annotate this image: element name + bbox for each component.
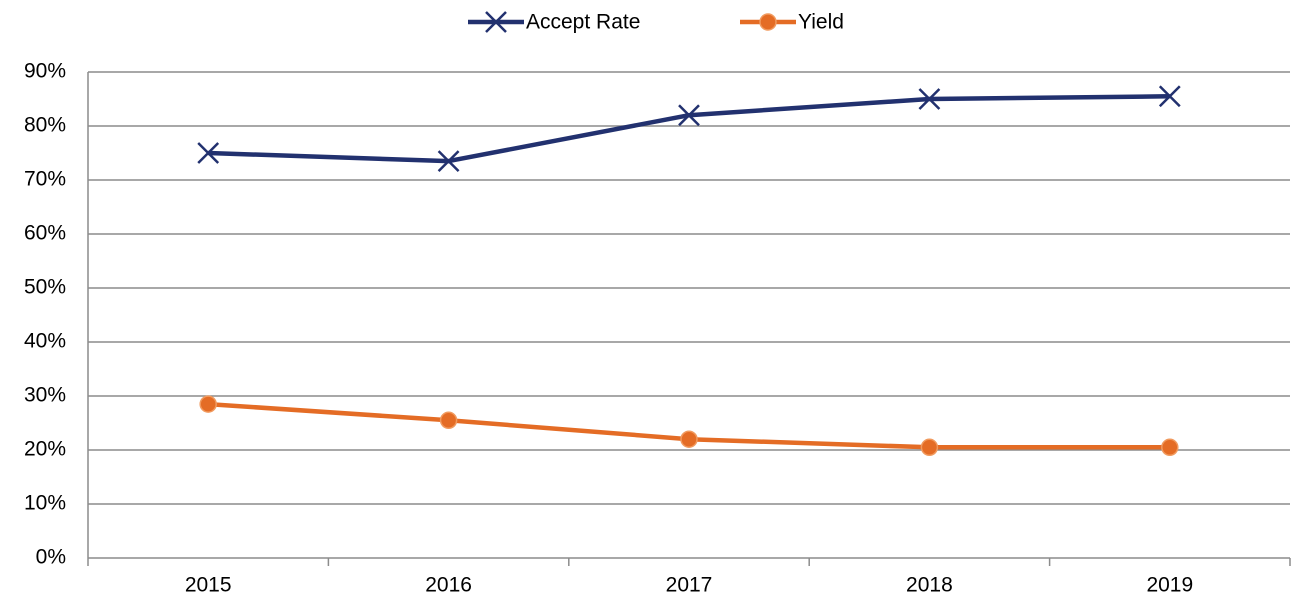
marker	[437, 150, 460, 172]
y-tick-label: 20%	[24, 438, 66, 461]
y-tick-label: 40%	[24, 330, 66, 353]
legend-label: Yield	[798, 11, 844, 34]
y-tick-label: 0%	[36, 546, 66, 569]
y-tick-label: 70%	[24, 168, 66, 191]
x-tick-label: 2015	[185, 574, 232, 597]
marker	[1161, 438, 1179, 457]
marker	[439, 411, 458, 430]
marker	[680, 430, 698, 448]
marker	[1158, 85, 1181, 108]
x-tick-label: 2017	[666, 574, 713, 597]
legend-label: Accept Rate	[526, 11, 640, 34]
marker	[197, 142, 220, 164]
y-tick-label: 30%	[24, 384, 66, 407]
y-tick-label: 80%	[24, 114, 66, 137]
marker	[918, 88, 941, 110]
marker	[678, 104, 700, 127]
marker	[199, 395, 217, 413]
legend-marker	[485, 11, 507, 33]
y-tick-label: 90%	[24, 60, 66, 83]
x-tick-label: 2018	[906, 574, 953, 597]
marker	[920, 438, 939, 457]
legend-marker	[759, 13, 777, 31]
y-tick-label: 60%	[24, 222, 66, 245]
series-line	[208, 94, 1170, 164]
x-tick-label: 2019	[1146, 574, 1193, 597]
y-tick-label: 50%	[24, 276, 66, 299]
x-tick-label: 2016	[425, 574, 472, 597]
y-tick-label: 10%	[24, 492, 66, 515]
